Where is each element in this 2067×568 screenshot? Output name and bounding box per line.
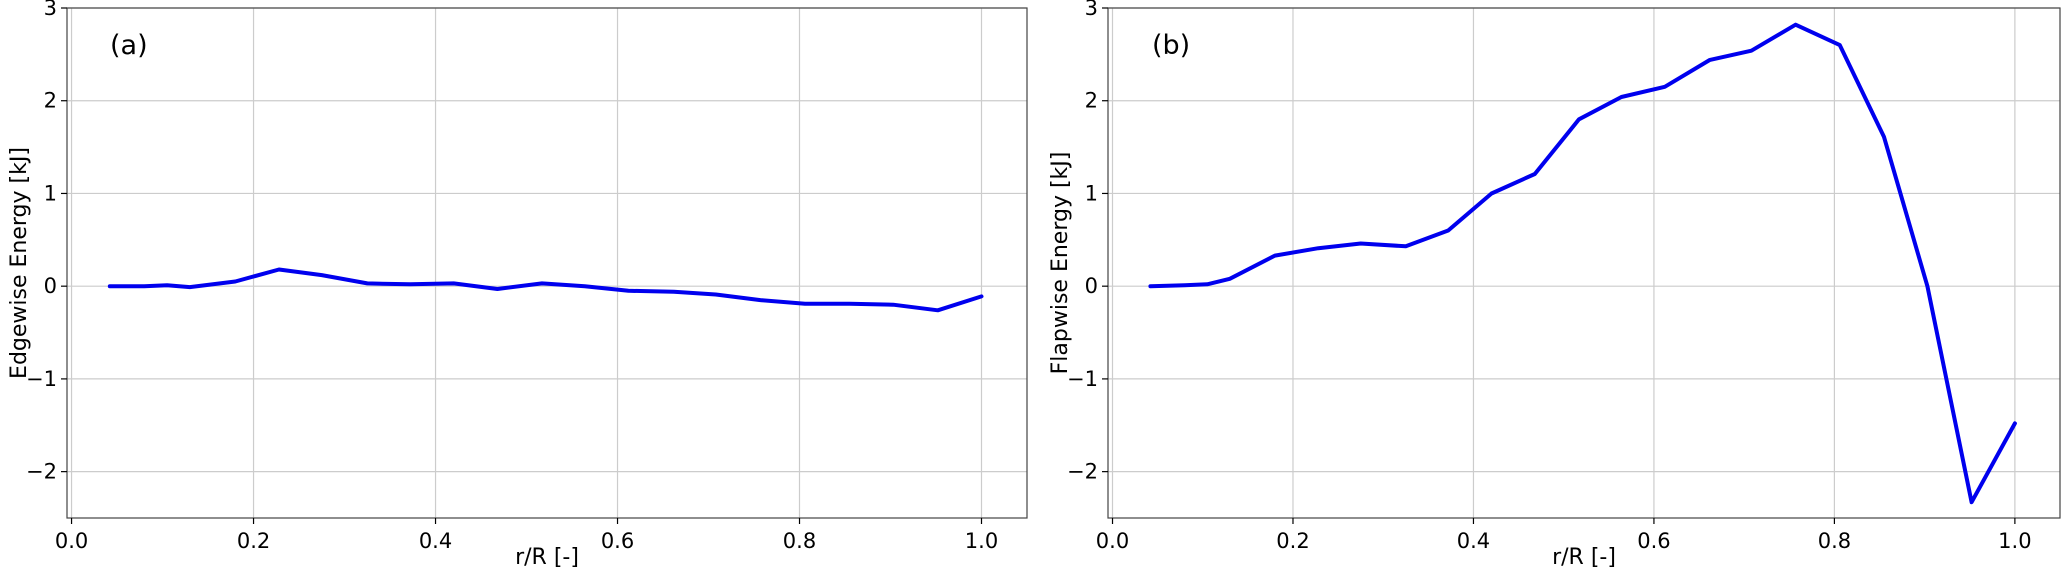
x-tick-label: 0.0 xyxy=(1096,529,1129,553)
x-tick-label: 1.0 xyxy=(1998,529,2031,553)
panel-label: (a) xyxy=(110,30,148,61)
y-tick-label: 0 xyxy=(44,274,57,298)
panel-label: (b) xyxy=(1152,30,1190,61)
axes-frame xyxy=(1107,7,2061,519)
y-tick-label: 1 xyxy=(1085,181,1098,205)
y-tick-label: 1 xyxy=(44,181,57,205)
y-tick-label: −1 xyxy=(1067,367,1098,391)
y-tick-label: 3 xyxy=(1085,0,1098,20)
x-tick-label: 0.8 xyxy=(783,529,816,553)
x-tick-label: 0.0 xyxy=(55,529,88,553)
x-tick-label: 0.4 xyxy=(1457,529,1490,553)
panel-b: 0.0 0.2 0.4 0.6 0.8 1.0 −2 −1 0 1 2 3 r/R [-] Flapwis… xyxy=(1048,0,2061,568)
axes-frame xyxy=(66,7,1028,519)
panel-a: 0.0 0.2 0.4 0.6 0.8 1.0 −2 −1 0 1 2 3 r/R [-] Edgewis… xyxy=(7,0,1028,568)
y-tick-label: −1 xyxy=(26,367,57,391)
x-tick-label: 0.2 xyxy=(237,529,270,553)
x-tick-label: 0.6 xyxy=(601,529,634,553)
y-axis-label: Edgewise Energy [kJ] xyxy=(7,147,32,379)
x-tick-label: 0.8 xyxy=(1818,529,1851,553)
y-tick-label: 2 xyxy=(1085,89,1098,113)
series-line xyxy=(1148,22,2017,505)
y-tick-label: 3 xyxy=(44,0,57,20)
x-tick-label: 0.4 xyxy=(419,529,452,553)
x-axis-label: r/R [-] xyxy=(1552,545,1616,568)
y-tick-label: 0 xyxy=(1085,274,1098,298)
y-tick-label: 2 xyxy=(44,89,57,113)
y-tick-label: −2 xyxy=(1067,460,1098,484)
series-line xyxy=(107,267,984,313)
x-tick-label: 1.0 xyxy=(965,529,998,553)
x-axis-label: r/R [-] xyxy=(515,545,579,568)
x-tick-label: 0.6 xyxy=(1637,529,1670,553)
y-tick-label: −2 xyxy=(26,460,57,484)
x-tick-label: 0.2 xyxy=(1276,529,1309,553)
y-axis-label: Flapwise Energy [kJ] xyxy=(1048,152,1073,375)
